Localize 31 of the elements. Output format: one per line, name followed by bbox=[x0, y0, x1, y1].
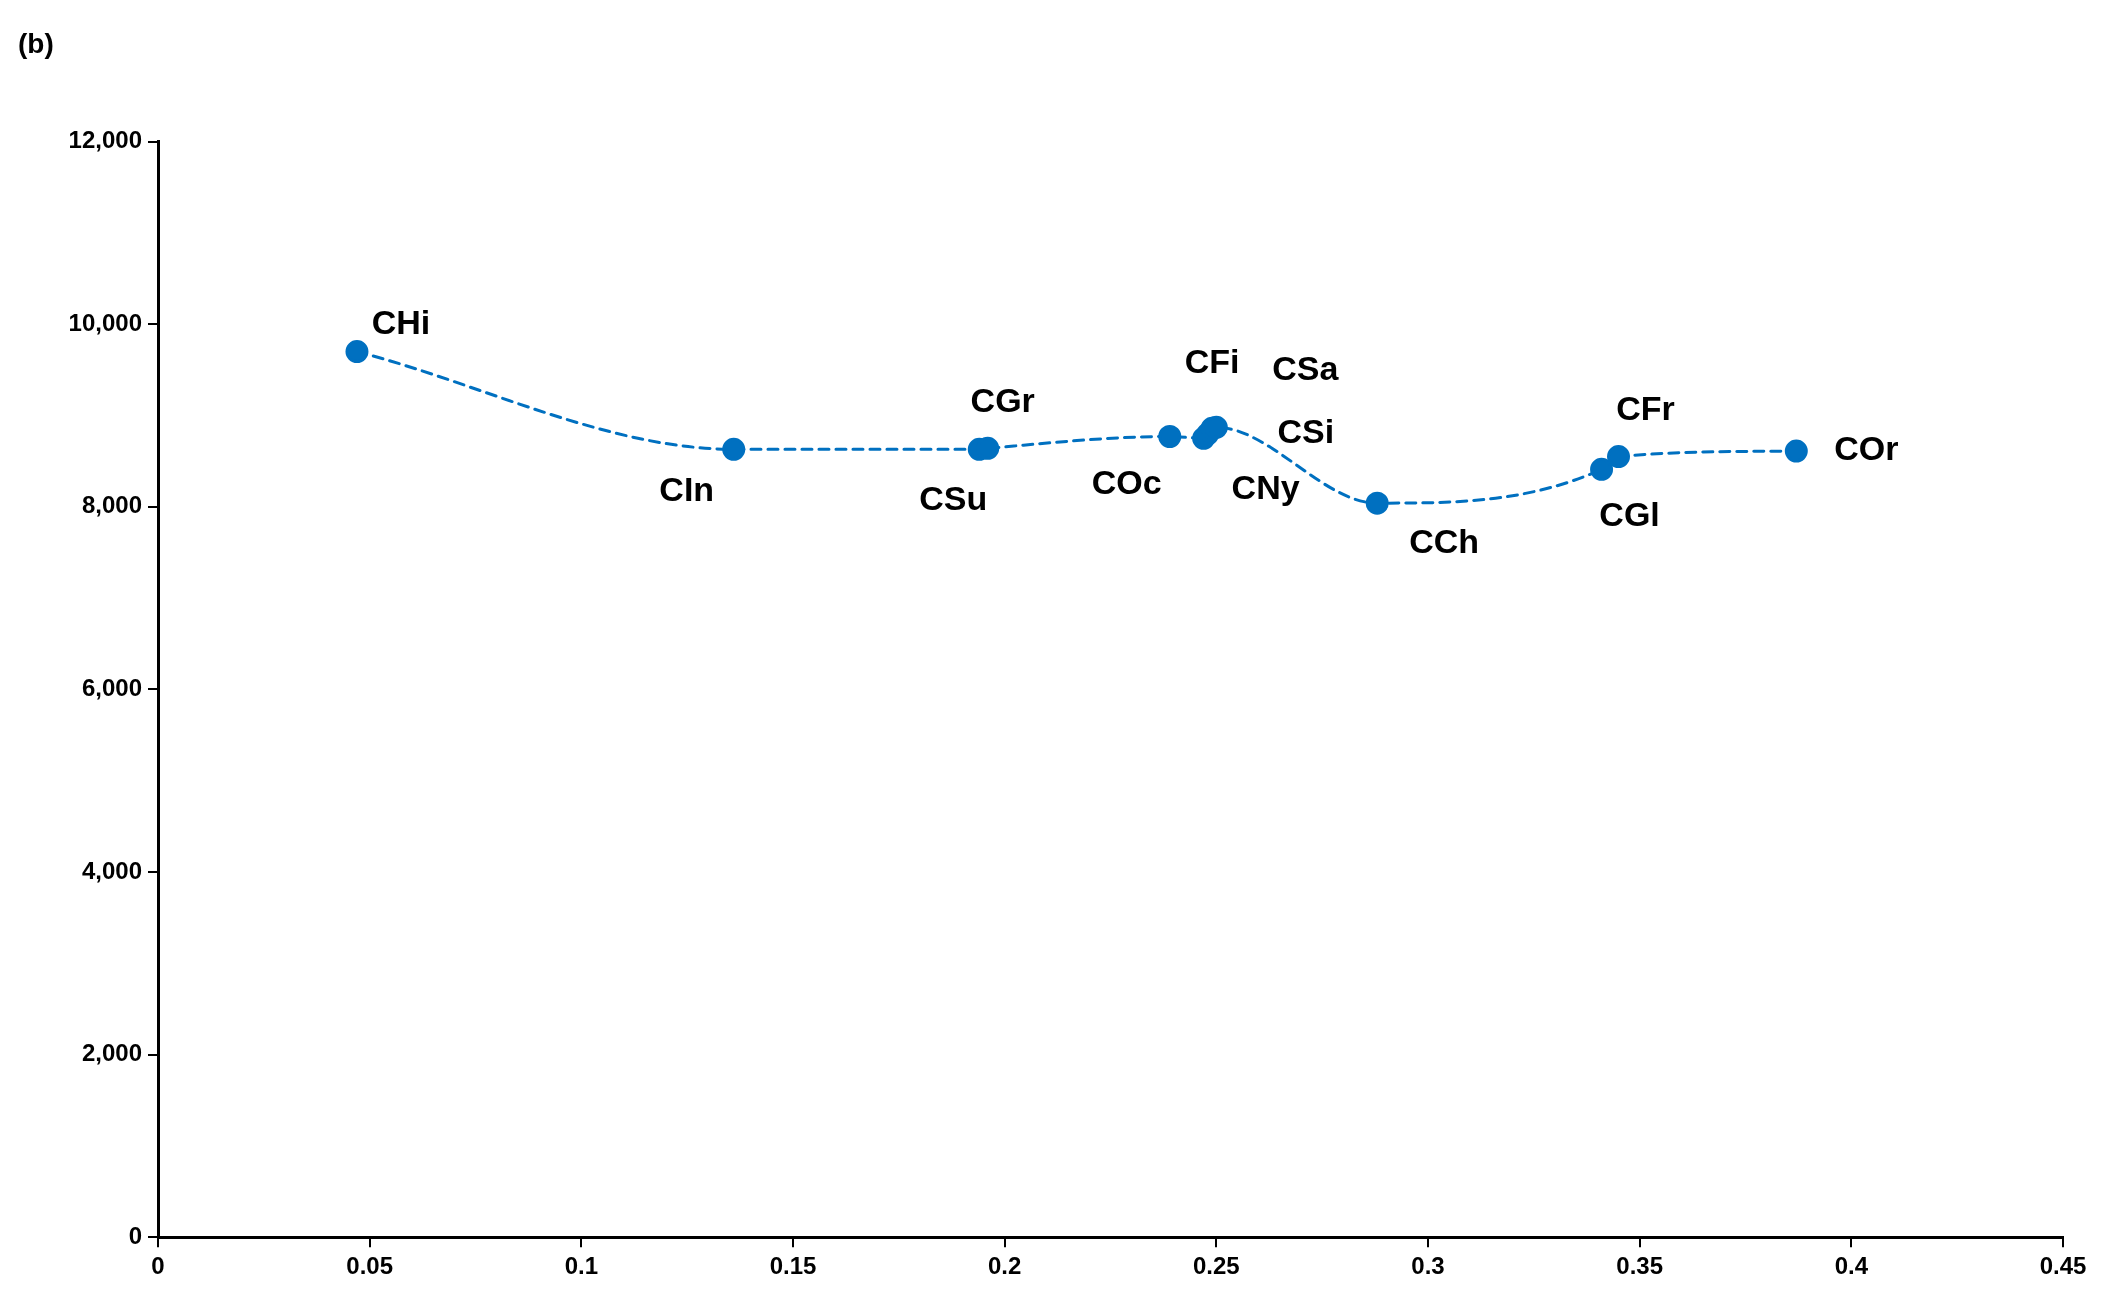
x-tick-label: 0 bbox=[151, 1252, 165, 1280]
x-tick-label: 0.1 bbox=[564, 1252, 599, 1280]
y-tick-label: 2,000 bbox=[81, 1039, 142, 1067]
y-tick-label: 6,000 bbox=[81, 674, 142, 702]
y-tick-label: 8,000 bbox=[81, 491, 142, 519]
annotation: CFr bbox=[1616, 388, 1675, 427]
x-tick-label: 0.2 bbox=[987, 1252, 1022, 1280]
chart-title: (b) bbox=[18, 27, 54, 59]
y-tick-label: 0 bbox=[128, 1221, 142, 1249]
x-tick-label: 0.3 bbox=[1411, 1252, 1445, 1280]
y-tick-label: 10,000 bbox=[68, 308, 142, 336]
x-tick-label: 0.05 bbox=[346, 1252, 394, 1280]
annotation: CHi bbox=[371, 302, 431, 341]
annotation: COr bbox=[1834, 429, 1899, 468]
x-tick-label: 0.15 bbox=[769, 1252, 817, 1280]
annotation: CCh bbox=[1409, 521, 1480, 560]
x-tick-label: 0.25 bbox=[1192, 1252, 1240, 1280]
x-tick-label: 0.35 bbox=[1616, 1252, 1664, 1280]
annotation: CGr bbox=[970, 380, 1035, 419]
annotation: CGl bbox=[1599, 494, 1660, 533]
x-tick-label: 0.4 bbox=[1834, 1252, 1869, 1280]
annotation: CSu bbox=[919, 478, 988, 517]
y-tick-label: 4,000 bbox=[81, 856, 142, 884]
y-tick-label: 12,000 bbox=[68, 126, 142, 154]
annotation: COc bbox=[1091, 462, 1162, 501]
annotation: CNy bbox=[1231, 467, 1300, 506]
annotation: CSa bbox=[1272, 348, 1340, 387]
x-tick-label: 0.45 bbox=[2039, 1252, 2087, 1280]
annotation: CIn bbox=[659, 469, 715, 508]
annotation: CFi bbox=[1184, 341, 1240, 380]
annotation: CSi bbox=[1277, 412, 1335, 451]
